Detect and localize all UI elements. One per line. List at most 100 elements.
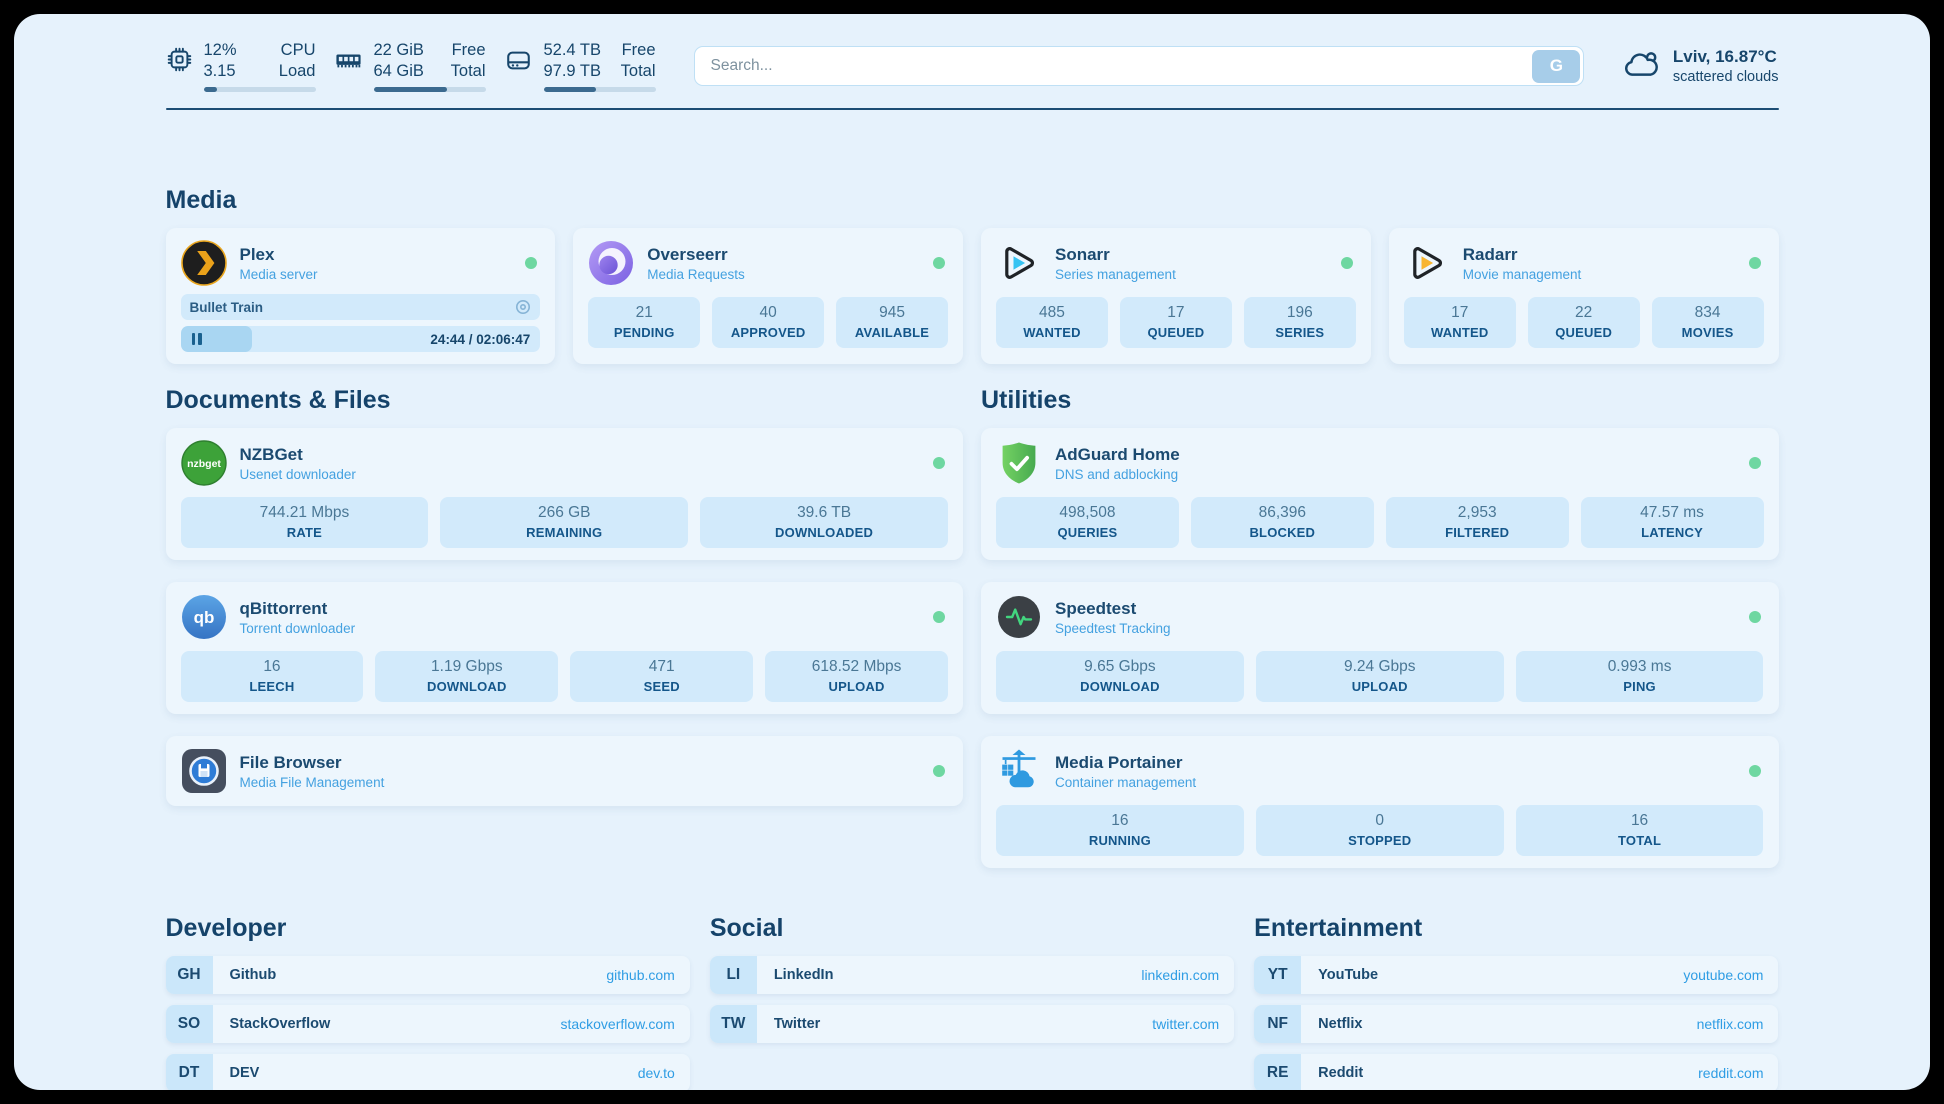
radarr-wanted-value: 17 <box>1451 304 1469 321</box>
reddit-domain: reddit.com <box>1698 1065 1764 1081</box>
ram-progress-fill <box>373 87 448 92</box>
link-twitter[interactable]: TW Twitter twitter.com <box>709 1005 1235 1043</box>
speedtest-download-tile: 9.65 Gbps DOWNLOAD <box>996 651 1244 702</box>
plex-name: Plex <box>239 245 275 264</box>
speedtest-ping-label: PING <box>1623 679 1656 694</box>
overseerr-subtitle: Media Requests <box>647 267 745 282</box>
sonarr-wanted-tile: 485 WANTED <box>996 297 1108 348</box>
disk-total-value: 97.9 TB <box>543 62 601 80</box>
github-name: Github <box>229 967 277 983</box>
top-bar: 12% 3.15 CPU Load <box>166 40 1779 92</box>
sonarr-queued-label: QUEUED <box>1147 325 1205 340</box>
link-stackoverflow[interactable]: SO StackOverflow stackoverflow.com <box>165 1005 690 1043</box>
netflix-name: Netflix <box>1318 1016 1363 1032</box>
nzbget-rate-tile: 744.21 Mbps RATE <box>180 497 429 548</box>
radarr-card[interactable]: Radarr Movie management 17 WANTED 22 QUE… <box>1388 228 1779 364</box>
nzbget-card[interactable]: nzbget NZBGet Usenet downloader 744.21 M… <box>165 428 963 560</box>
search-box: G <box>693 46 1584 86</box>
nzbget-remaining-tile: 266 GB REMAINING <box>440 497 689 548</box>
portainer-stopped-label: STOPPED <box>1348 833 1412 848</box>
nzbget-downloaded-value: 39.6 TB <box>797 504 852 521</box>
search-input[interactable] <box>694 47 1530 85</box>
link-netflix[interactable]: NF Netflix netflix.com <box>1254 1005 1779 1043</box>
disk-stat-body: 52.4 TB 97.9 TB Free Total <box>543 40 656 92</box>
plex-playback-fill <box>180 326 253 352</box>
link-github[interactable]: GH Github github.com <box>165 956 690 994</box>
plex-playback-progress: 24:44 / 02:06:47 <box>180 326 541 352</box>
cpu-stat-body: 12% 3.15 CPU Load <box>203 40 316 92</box>
sonarr-series-label: SERIES <box>1275 325 1325 340</box>
overseerr-available-tile: 945 AVAILABLE <box>836 297 949 348</box>
adguard-status-dot <box>1748 457 1761 469</box>
adguard-filtered-value: 2,953 <box>1457 504 1497 521</box>
filebrowser-icon <box>181 748 227 794</box>
overseerr-approved-value: 40 <box>759 304 777 321</box>
topbar-divider <box>165 108 1779 110</box>
cpu-usage-value: 12% <box>203 41 237 59</box>
developer-section-title: Developer <box>165 914 287 942</box>
nzbget-downloaded-label: DOWNLOADED <box>775 525 874 540</box>
speedtest-download-label: DOWNLOAD <box>1080 679 1160 694</box>
plex-session-icon[interactable] <box>515 299 531 315</box>
qbittorrent-leech-value: 16 <box>263 658 281 675</box>
nzbget-subtitle: Usenet downloader <box>239 467 356 482</box>
cpu-icon <box>166 40 193 78</box>
speedtest-upload-value: 9.24 Gbps <box>1343 658 1416 675</box>
stackoverflow-domain: stackoverflow.com <box>560 1016 675 1032</box>
dashboard-page: 12% 3.15 CPU Load <box>14 14 1930 1090</box>
portainer-stopped-tile: 0 STOPPED <box>1255 805 1504 856</box>
ram-total-value: 64 GiB <box>373 62 424 80</box>
adguard-card[interactable]: AdGuard Home DNS and adblocking 498,508 … <box>981 428 1779 560</box>
link-reddit[interactable]: RE Reddit reddit.com <box>1254 1054 1779 1090</box>
portainer-icon <box>996 748 1042 794</box>
filebrowser-card[interactable]: File Browser Media File Management <box>165 736 963 806</box>
entertainment-section-title: Entertainment <box>1254 914 1423 942</box>
ram-total-label: Total <box>450 62 486 80</box>
adguard-queries-tile: 498,508 QUERIES <box>996 497 1179 548</box>
adguard-blocked-tile: 86,396 BLOCKED <box>1190 497 1374 548</box>
link-dev[interactable]: DT DEV dev.to <box>165 1054 690 1090</box>
cloud-icon <box>1622 49 1660 84</box>
developer-section: Developer GH Github github.com SO StackO… <box>165 914 690 1090</box>
twitter-domain: twitter.com <box>1152 1016 1220 1032</box>
sonarr-card[interactable]: Sonarr Series management 485 WANTED 17 Q… <box>981 228 1371 364</box>
overseerr-card[interactable]: Overseerr Media Requests 21 PENDING 40 A… <box>573 228 963 364</box>
speedtest-card[interactable]: Speedtest Speedtest Tracking 9.65 Gbps D… <box>981 582 1779 714</box>
qbittorrent-card[interactable]: qb qBittorrent Torrent downloader 16 LEE… <box>165 582 963 714</box>
link-linkedin[interactable]: LI LinkedIn linkedin.com <box>709 956 1235 994</box>
documents-section-title: Documents & Files <box>165 386 391 414</box>
stackoverflow-badge: SO <box>165 1005 213 1043</box>
google-search-button[interactable]: G <box>1532 49 1581 83</box>
cpu-progress-fill <box>203 87 217 92</box>
ram-free-label: Free <box>451 41 486 59</box>
portainer-card[interactable]: Media Portainer Container management 16 … <box>981 736 1779 868</box>
linkedin-name: LinkedIn <box>773 967 834 983</box>
plex-card[interactable]: Plex Media server Bullet Train 24:44 / 0… <box>165 228 556 364</box>
github-badge: GH <box>165 956 213 994</box>
stackoverflow-name: StackOverflow <box>229 1016 331 1032</box>
social-section: Social LI LinkedIn linkedin.com TW Twitt… <box>709 914 1235 1090</box>
speedtest-download-value: 9.65 Gbps <box>1084 658 1156 675</box>
sonarr-name: Sonarr <box>1055 245 1110 264</box>
plex-status-dot <box>525 257 538 269</box>
ram-icon <box>334 40 363 80</box>
radarr-queued-label: QUEUED <box>1555 325 1613 340</box>
portainer-name: Media Portainer <box>1055 753 1183 772</box>
radarr-icon <box>1404 240 1450 286</box>
overseerr-name: Overseerr <box>647 245 728 264</box>
link-youtube[interactable]: YT YouTube youtube.com <box>1254 956 1779 994</box>
pause-button[interactable] <box>191 333 202 345</box>
disk-progress-bar <box>543 87 656 92</box>
portainer-running-value: 16 <box>1111 812 1129 829</box>
sonarr-status-dot <box>1340 257 1353 269</box>
youtube-name: YouTube <box>1318 967 1379 983</box>
disk-free-label: Free <box>621 41 656 59</box>
sonarr-subtitle: Series management <box>1055 267 1176 282</box>
radarr-queued-tile: 22 QUEUED <box>1527 297 1640 348</box>
qbittorrent-icon-text: qb <box>193 608 214 627</box>
portainer-status-dot <box>1748 765 1761 777</box>
nzbget-rate-label: RATE <box>286 525 323 540</box>
adguard-latency-label: LATENCY <box>1641 525 1703 540</box>
reddit-badge: RE <box>1254 1054 1302 1090</box>
sonarr-series-tile: 196 SERIES <box>1243 297 1356 348</box>
